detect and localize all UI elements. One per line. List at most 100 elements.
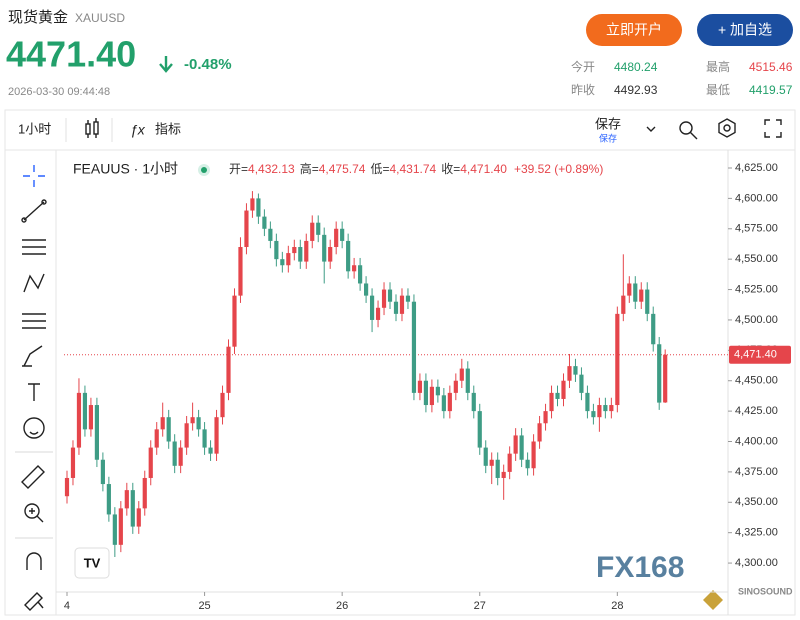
candle-body: [346, 240, 351, 272]
candle-body: [202, 429, 207, 448]
interval[interactable]: 1小时: [18, 121, 51, 136]
add-watch-button[interactable]: [697, 14, 793, 46]
candle-body: [501, 471, 506, 478]
candle-body: [94, 405, 99, 460]
y-tick-label: 4,525.00: [735, 283, 778, 295]
candle-body: [178, 447, 183, 466]
candle-body: [507, 453, 512, 472]
candle-body: [435, 386, 440, 396]
candle-body: [310, 222, 315, 241]
candle-body: [423, 380, 429, 406]
candle-body: [633, 283, 638, 302]
legend-label: 收=: [441, 162, 460, 176]
stat-label: 昨收: [571, 83, 595, 97]
candle-body: [549, 392, 554, 412]
status-dot-core: [201, 167, 207, 173]
candle-body: [136, 508, 141, 527]
candle-body: [513, 435, 518, 454]
y-tick-label: 4,625.00: [735, 162, 778, 174]
timestamp: 2026-03-30 09:44:48: [8, 86, 110, 98]
candle-body: [76, 392, 82, 448]
candle-body: [459, 368, 464, 381]
candle-type-icon[interactable]: [85, 118, 99, 138]
down-arrow: [159, 56, 173, 73]
y-tick-label: 4,400.00: [735, 435, 778, 447]
x-tick-label: 25: [198, 600, 210, 612]
candle-body: [334, 228, 339, 248]
side-tools[interactable]: [15, 165, 53, 611]
candle-body: [274, 240, 279, 260]
candle-body: [393, 301, 399, 314]
save-sub[interactable]: 保存: [599, 132, 617, 143]
save[interactable]: 保存: [595, 116, 621, 131]
tv-logo-text: TV: [84, 555, 101, 570]
y-tick-label: 4,325.00: [735, 527, 778, 539]
candle-body: [112, 514, 117, 545]
legend-label: 开=: [229, 162, 248, 176]
candle-body: [663, 354, 668, 403]
candle-body: [352, 265, 357, 272]
fullscreen-icon[interactable]: [764, 119, 782, 138]
candle-body: [340, 228, 345, 241]
candle-body: [172, 441, 177, 466]
candle-body: [453, 380, 458, 393]
candle-body: [328, 247, 333, 262]
watermark: FX168: [596, 551, 684, 584]
fx-icon[interactable]: ƒx: [130, 122, 146, 138]
candle-body: [627, 283, 632, 296]
candle-body: [657, 344, 662, 403]
candle-body: [142, 477, 147, 509]
last-price-box: [729, 345, 791, 364]
indicators[interactable]: 指标: [155, 121, 181, 136]
candle-body: [399, 295, 405, 314]
candle-body: [190, 417, 195, 424]
y-tick-label: 4,550.00: [735, 253, 778, 265]
legend-value: 4,432.13: [248, 162, 295, 176]
candle-body: [543, 411, 548, 424]
legend-value: 4,431.74: [389, 162, 436, 176]
chevron[interactable]: [646, 126, 656, 132]
candle-body: [609, 405, 614, 412]
stat-value: 4492.93: [614, 83, 658, 97]
candle-body: [316, 222, 321, 235]
candle-body: [651, 313, 656, 345]
candle-body: [166, 417, 171, 442]
change: -0.48%: [184, 56, 232, 73]
stat-value: 4419.57: [749, 83, 793, 97]
x-tick-label: 28: [611, 600, 623, 612]
stat-label: 今开: [571, 59, 595, 74]
candle-body: [220, 392, 225, 418]
candle-body: [495, 459, 500, 478]
title: 现货黄金: [8, 9, 68, 26]
candle-body: [429, 386, 434, 406]
candle-body: [148, 447, 153, 478]
y-tick-label: 4,350.00: [735, 496, 778, 508]
y-tick-label: 4,300.00: [735, 557, 778, 569]
candle-body: [214, 417, 219, 454]
candle-body: [555, 392, 560, 399]
candle-body: [232, 295, 237, 347]
candle-body: [250, 198, 255, 211]
candle-body: [447, 392, 452, 412]
candle-body: [280, 259, 285, 266]
candle-body: [286, 253, 291, 266]
candle-body: [441, 395, 446, 412]
candle-body: [531, 441, 536, 469]
add-watch-label[interactable]: + 加自选: [718, 22, 772, 38]
candle-body: [208, 447, 213, 454]
candle-body: [124, 490, 129, 509]
candle-body: [603, 405, 608, 412]
stat-value: 4515.46: [749, 60, 793, 74]
open-account-button[interactable]: [586, 14, 682, 46]
candle-body: [106, 484, 111, 515]
candle-body: [70, 447, 76, 478]
open-account-label[interactable]: 立即开户: [606, 22, 662, 38]
y-tick-label: 4,425.00: [735, 405, 778, 417]
candle-body: [519, 435, 524, 460]
candle-body: [645, 289, 650, 314]
candle-body: [483, 447, 488, 466]
candle-body: [381, 289, 387, 308]
alert-icon[interactable]: [679, 121, 698, 140]
settings-icon[interactable]: [718, 118, 736, 138]
